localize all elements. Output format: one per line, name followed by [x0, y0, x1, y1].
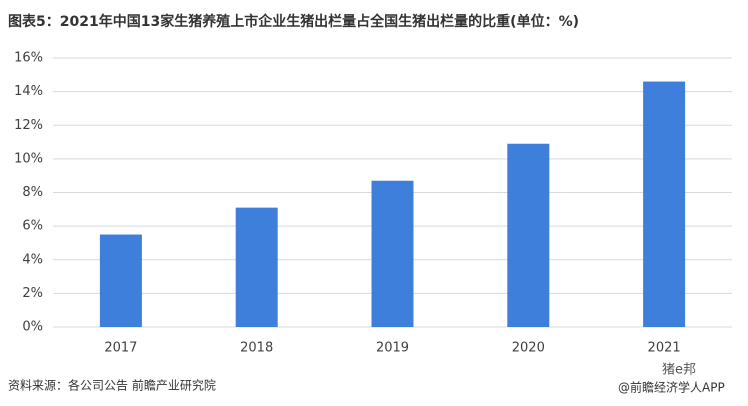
bar [371, 180, 414, 327]
credit: @前瞻经济学人APP [618, 380, 725, 395]
x-tick-label: 2018 [240, 341, 273, 356]
y-tick-label: 12% [14, 118, 43, 133]
y-tick-label: 6% [22, 219, 43, 234]
chart-title: 图表5：2021年中国13家生猪养殖上市企业生猪出栏量占全国生猪出栏量的比重(单… [8, 13, 579, 30]
x-tick-label: 2019 [376, 341, 409, 356]
y-tick-label: 2% [22, 286, 43, 301]
x-tick-label: 2021 [648, 341, 681, 356]
source-note: 资料来源：各公司公告 前瞻产业研究院 [8, 378, 216, 393]
x-tick-label: 2017 [104, 341, 137, 356]
y-tick-label: 8% [22, 185, 43, 200]
x-tick-label: 2020 [512, 341, 545, 356]
y-tick-label: 4% [22, 252, 43, 267]
badge: 猪e邦 [662, 363, 696, 378]
y-tick-label: 10% [14, 151, 43, 166]
bar [99, 234, 142, 327]
bar [643, 81, 686, 327]
bar [235, 207, 278, 327]
y-tick-label: 14% [14, 84, 43, 99]
y-tick-label: 16% [14, 51, 43, 66]
y-tick-label: 0% [22, 320, 43, 335]
bar [507, 143, 550, 327]
